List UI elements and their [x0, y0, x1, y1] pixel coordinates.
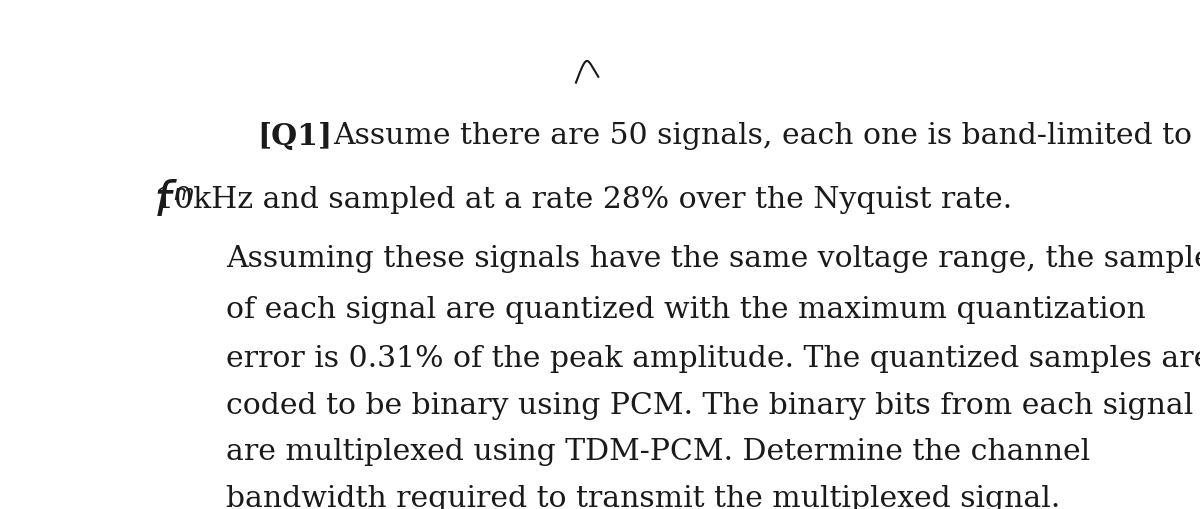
- Text: error is 0.31% of the peak amplitude. The quantized samples are: error is 0.31% of the peak amplitude. Th…: [227, 345, 1200, 373]
- Text: [Q1]: [Q1]: [257, 122, 332, 151]
- Text: $_m$: $_m$: [173, 175, 194, 203]
- Text: 10kHz and sampled at a rate 28% over the Nyquist rate.: 10kHz and sampled at a rate 28% over the…: [155, 186, 1012, 214]
- Text: of each signal are quantized with the maximum quantization: of each signal are quantized with the ma…: [227, 296, 1146, 324]
- Text: coded to be binary using PCM. The binary bits from each signal: coded to be binary using PCM. The binary…: [227, 392, 1194, 420]
- Text: are multiplexed using TDM-PCM. Determine the channel: are multiplexed using TDM-PCM. Determine…: [227, 438, 1091, 466]
- Text: Assuming these signals have the same voltage range, the samples: Assuming these signals have the same vol…: [227, 245, 1200, 273]
- Text: Assume there are 50 signals, each one is band-limited to: Assume there are 50 signals, each one is…: [334, 122, 1193, 150]
- Text: bandwidth required to transmit the multiplexed signal.: bandwidth required to transmit the multi…: [227, 485, 1061, 509]
- Text: $f$: $f$: [152, 179, 178, 225]
